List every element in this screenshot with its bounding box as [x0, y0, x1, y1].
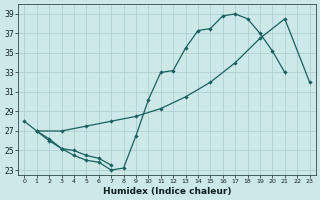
X-axis label: Humidex (Indice chaleur): Humidex (Indice chaleur) — [103, 187, 231, 196]
